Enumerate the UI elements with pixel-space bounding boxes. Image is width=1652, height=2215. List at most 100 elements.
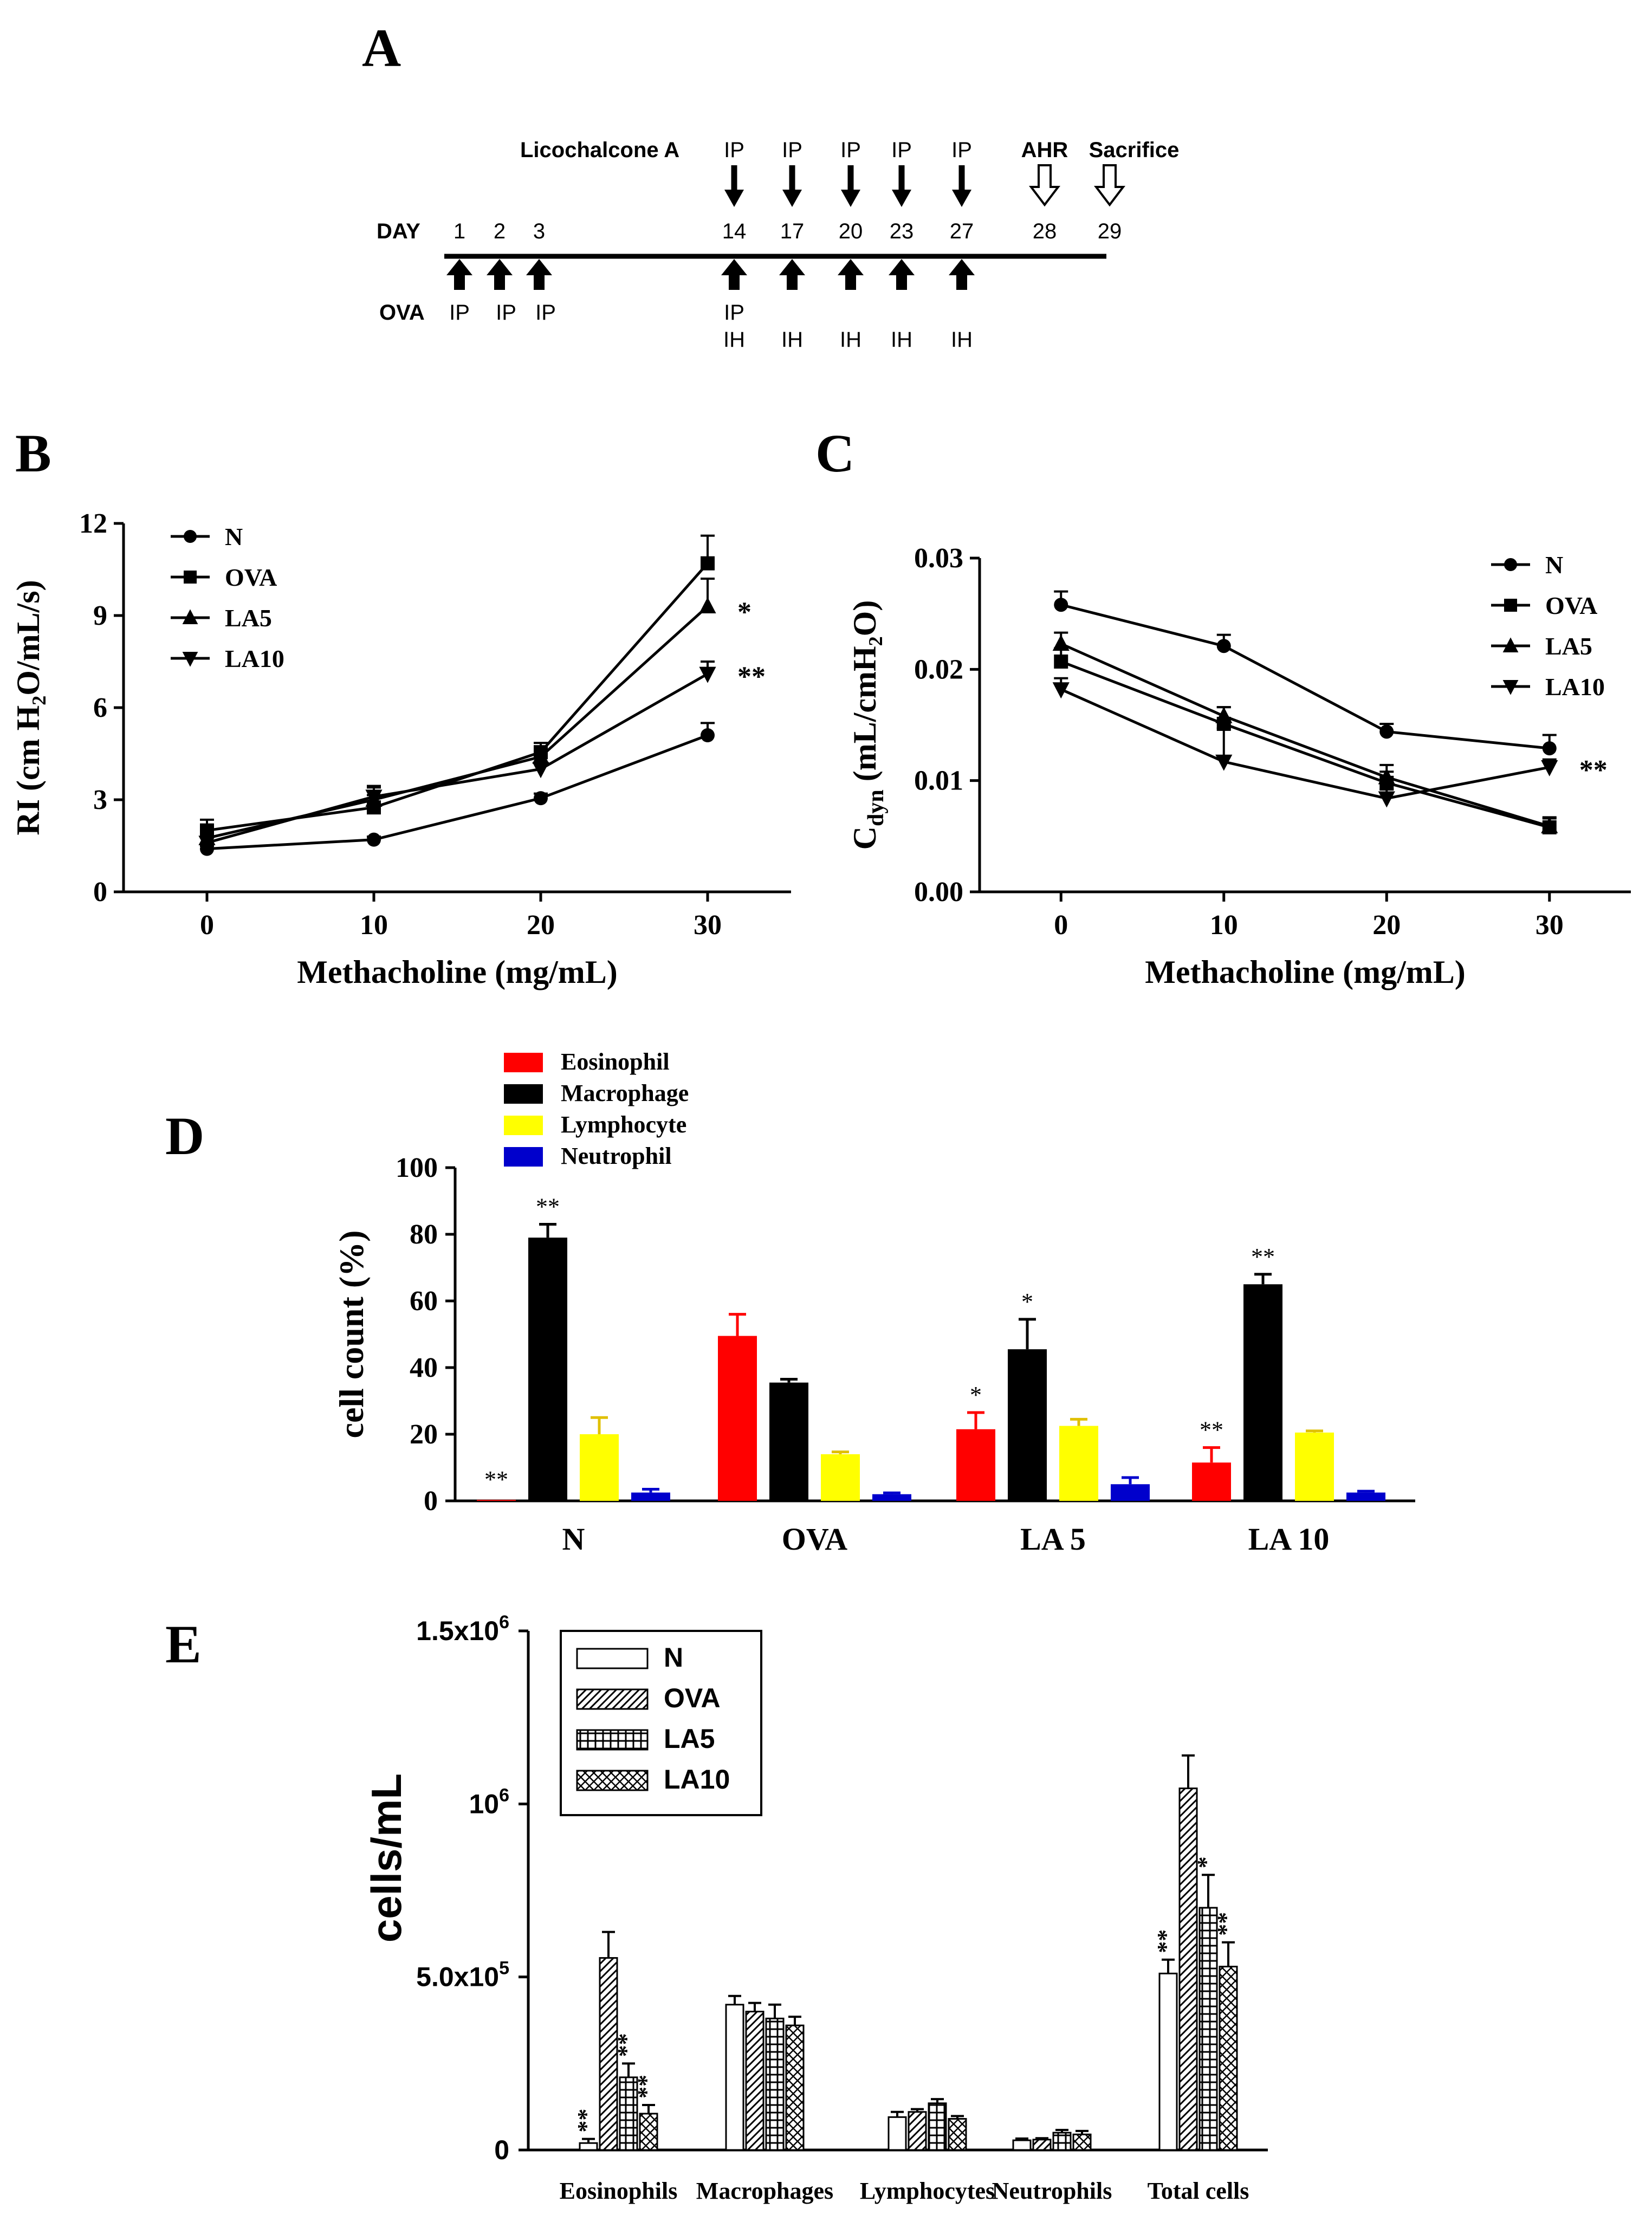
y-tick-label: 12: [79, 508, 107, 539]
timeline-day-20: 20: [839, 219, 863, 243]
timeline-ova-route: IP: [449, 301, 470, 325]
y-axis-label: cell count (%): [332, 1230, 371, 1439]
ova-arrow: [889, 259, 915, 290]
ova-arrow: [487, 259, 513, 290]
chart-b-respiratory-resistance: 0 3 6 9 12 0 10 20 30 Methacholine (mg/mL) RI (cm …: [10, 508, 791, 990]
legend-label-OVA: OVA: [1545, 592, 1597, 619]
timeline-drug-route: IP: [951, 138, 972, 162]
legend-label-LA10: LA10: [664, 1764, 730, 1795]
legend-label-OVA: OVA: [664, 1683, 721, 1713]
series-line-N: [206, 734, 708, 851]
x-tick-label: 10: [1210, 910, 1238, 941]
y-tick-label: 0.03: [914, 543, 963, 574]
legend-swatch-Neutrophil: [504, 1147, 543, 1167]
bar-LA10: [1072, 2133, 1092, 2151]
data-point-LA10: [699, 666, 716, 683]
ova-arrow: [949, 259, 975, 290]
timeline-day-2: 2: [494, 219, 506, 243]
significance-marker: **: [484, 1466, 508, 1493]
ova-arrow: [446, 259, 472, 290]
significance-marker: *: [737, 597, 752, 628]
x-category-label: Lymphocytes: [860, 2178, 995, 2204]
series-line-LA5: [1060, 642, 1550, 828]
x-tick-label: 30: [694, 910, 722, 941]
bar-OVA: [908, 2111, 927, 2151]
bar-OVA: [599, 1957, 618, 2151]
ova-arrow: [526, 259, 552, 290]
data-point-LA5: [1541, 817, 1558, 833]
timeline-day-17: 17: [780, 219, 805, 243]
bar-Macrophage: [1008, 1349, 1047, 1501]
x-tick-label: 0: [200, 910, 214, 941]
bar-N: [1158, 1972, 1178, 2151]
bar-LA10: [948, 2118, 967, 2151]
data-point-OVA: [1054, 654, 1068, 669]
bar-Lymphocyte: [1059, 1426, 1098, 1501]
legend-label-N: N: [1545, 551, 1563, 579]
legend-label-LA5: LA5: [225, 604, 272, 632]
timeline-event-label: AHR: [1021, 138, 1068, 162]
legend-swatch-LA10: [576, 1770, 649, 1791]
legend-marker-LA10: [182, 652, 198, 667]
timeline-ova-route: IH: [840, 328, 861, 352]
bar-Lymphocyte: [580, 1434, 619, 1501]
significance-marker: **: [536, 1194, 560, 1220]
x-tick-label: 20: [527, 910, 555, 941]
bar-N: [725, 2004, 744, 2151]
bar-LA5: [1198, 1907, 1218, 2151]
legend-label-Neutrophil: Neutrophil: [561, 1143, 672, 1169]
timeline-ova-route: IH: [723, 328, 745, 352]
timeline-ova-route: IP: [535, 301, 556, 325]
timeline-day-1: 1: [454, 219, 465, 243]
bar-Eosinophil: [718, 1336, 757, 1501]
legend-marker-N: [1504, 558, 1517, 571]
bar-LA10: [639, 2113, 658, 2151]
bar-LA10: [785, 2024, 805, 2151]
significance-marker: **: [613, 2033, 639, 2057]
y-tick-label: 0.02: [914, 654, 963, 685]
bar-Neutrophil: [631, 1492, 670, 1501]
timeline-day-3: 3: [533, 219, 545, 243]
legend-label-Eosinophil: Eosinophil: [561, 1048, 670, 1075]
legend-label-LA5: LA5: [1545, 632, 1592, 660]
legend-label-Lymphocyte: Lymphocyte: [561, 1111, 686, 1138]
drug-arrow-head: [841, 190, 860, 207]
x-tick-label: 10: [360, 910, 388, 941]
data-point-LA10: [198, 836, 216, 852]
legend-label-Macrophage: Macrophage: [561, 1080, 689, 1106]
bar-OVA: [745, 2011, 765, 2151]
y-tick-label: 0: [424, 1486, 438, 1517]
data-point-LA10: [1215, 754, 1233, 771]
data-point-N: [1379, 724, 1394, 739]
significance-marker: **: [737, 662, 766, 692]
y-tick-label: 9: [93, 600, 107, 631]
timeline-ova-route: IH: [781, 328, 803, 352]
legend-label-LA10: LA10: [1545, 673, 1605, 701]
legend-marker-OVA: [1504, 599, 1517, 612]
data-point-N: [1216, 639, 1231, 653]
bar-LA10: [1219, 1966, 1238, 2151]
significance-marker: *: [1193, 1856, 1219, 1868]
legend-marker-OVA: [184, 571, 197, 584]
significance-marker: *: [970, 1382, 982, 1408]
y-tick-label: 0.01: [914, 766, 963, 796]
series-line-LA10: [206, 672, 709, 844]
series-line-N: [1060, 603, 1550, 750]
drug-arrow-head: [952, 190, 971, 207]
bar-OVA: [1032, 2139, 1052, 2151]
y-tick-label: 20: [410, 1419, 438, 1450]
bar-Eosinophil: [956, 1429, 995, 1501]
timeline-diagram: Licochalcone A DAY OVA 1 IP 2 IP 3 IP 14 IP IP IH…: [377, 138, 1179, 352]
y-tick-label: 1.5x106: [416, 1612, 509, 1646]
significance-marker: **: [1213, 1912, 1239, 1936]
panel-letter-a: A: [362, 18, 401, 78]
timeline-day-23: 23: [890, 219, 914, 243]
data-point-LA10: [1052, 682, 1070, 699]
series-line-OVA: [1060, 660, 1550, 829]
data-point-N: [534, 791, 548, 806]
y-tick-label: 0.00: [914, 877, 963, 908]
chart-e-cell-counts: 0 5.0x105 106 1.5x106 cells/mL ** ** ** Eosinoph…: [362, 1612, 1268, 2204]
timeline-ova-route: IH: [951, 328, 973, 352]
